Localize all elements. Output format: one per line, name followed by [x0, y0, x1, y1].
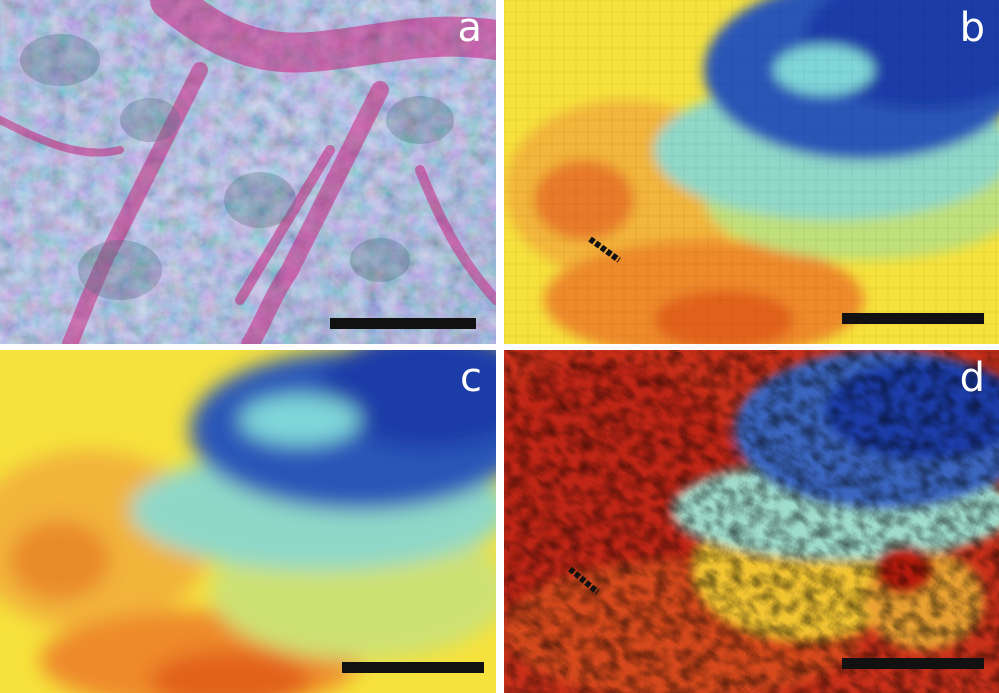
panel-label: d [959, 355, 985, 401]
heatmap-image [504, 0, 999, 344]
panel-c: c [0, 350, 496, 693]
scale-bar [842, 313, 984, 324]
scale-bar [330, 318, 476, 329]
scale-bar [842, 658, 984, 669]
scale-bar [342, 662, 484, 673]
heatmap-image [0, 350, 496, 693]
panel-a: a [0, 0, 496, 344]
panel-label: c [460, 355, 482, 401]
micrograph-image [0, 0, 496, 344]
panel-label: b [959, 5, 985, 51]
panel-label: a [457, 5, 482, 51]
panel-d: d [504, 350, 999, 693]
panel-b: b [504, 0, 999, 344]
heatmap-image [504, 350, 999, 693]
